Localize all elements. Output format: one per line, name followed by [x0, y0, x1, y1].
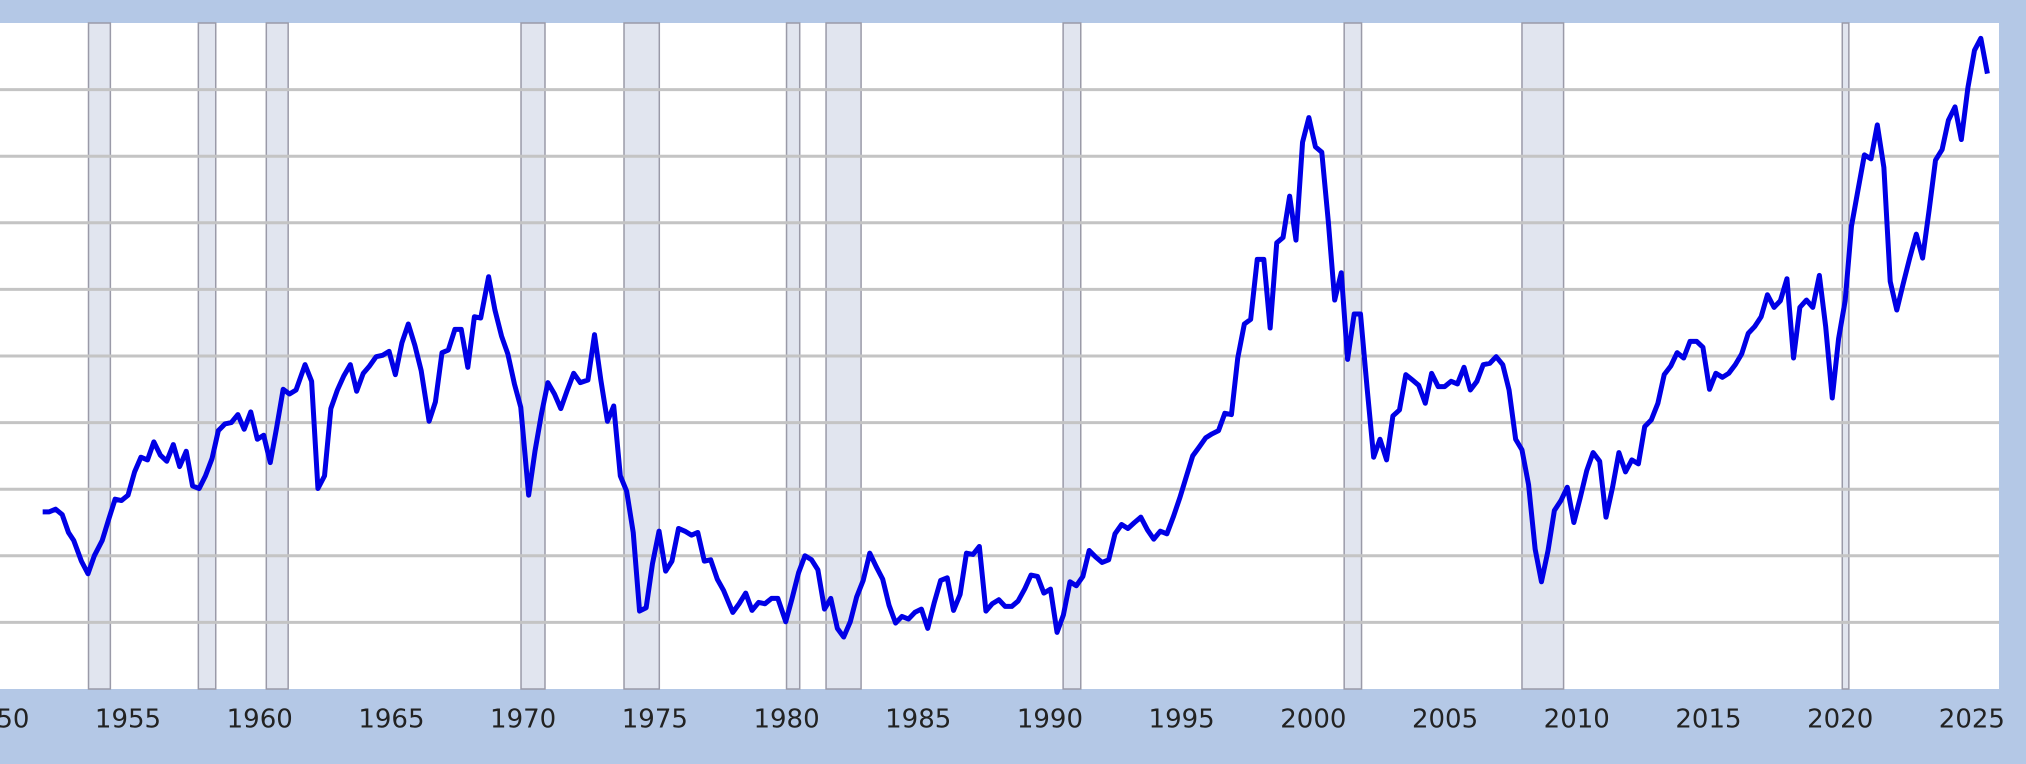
x-tick-label: 2020 [1807, 705, 1873, 735]
x-tick-label: 2000 [1280, 705, 1346, 735]
x-tick-label: 1970 [490, 705, 556, 735]
x-tick-label: 1955 [95, 705, 161, 735]
x-tick-label: 1995 [1149, 705, 1215, 735]
x-tick-label: 1985 [885, 705, 951, 735]
x-tick-label: 2005 [1412, 705, 1478, 735]
x-tick-label: 2015 [1675, 705, 1741, 735]
series-line [42, 35, 1990, 640]
x-tick-label: 1965 [358, 705, 424, 735]
x-tick-label: 2010 [1544, 705, 1610, 735]
x-tick-label: 1960 [227, 705, 293, 735]
x-tick-label: 1975 [622, 705, 688, 735]
x-tick-label: 1950 [0, 705, 29, 735]
x-tick-label: 1980 [753, 705, 819, 735]
x-tick-label: 2025 [1939, 705, 2005, 735]
x-tick-label: 1990 [1017, 705, 1083, 735]
